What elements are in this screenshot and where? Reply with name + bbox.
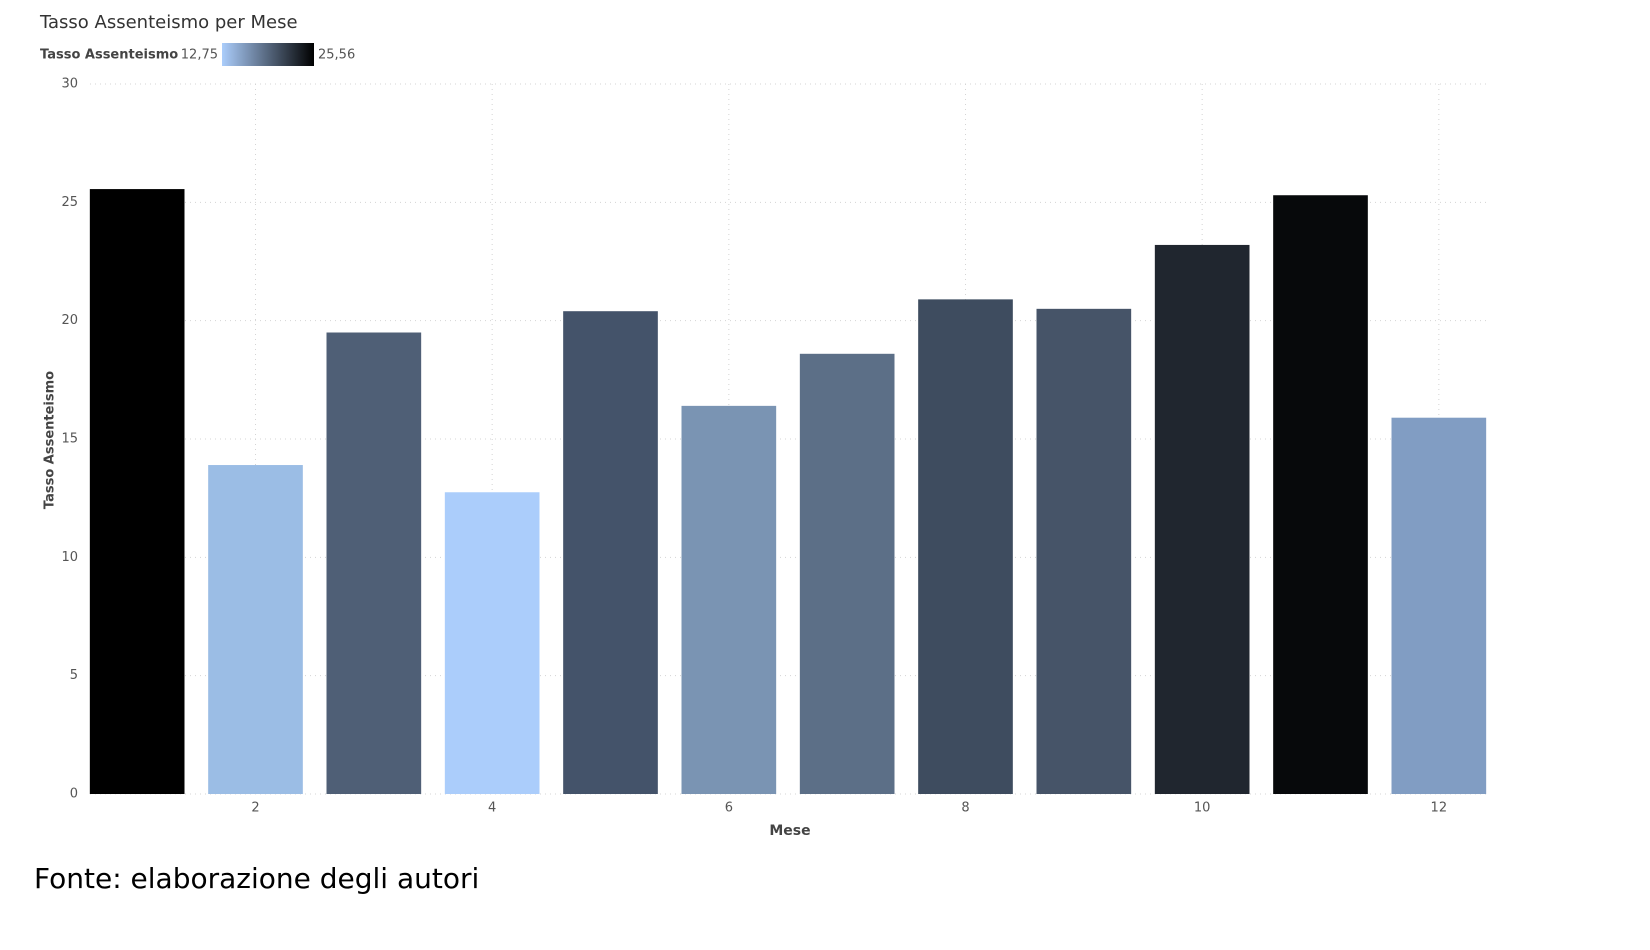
y-tick-label: 5 [70, 668, 78, 683]
bar [208, 465, 303, 794]
bar [444, 492, 540, 794]
y-tick-label: 20 [61, 313, 78, 328]
x-tick-label: 4 [488, 801, 496, 816]
bar [1036, 308, 1132, 794]
x-tick-label: 10 [1194, 801, 1211, 816]
chart-title: Tasso Assenteismo per Mese [39, 12, 298, 33]
y-tick-label: 10 [61, 550, 78, 565]
bar [563, 311, 658, 794]
y-tick-label: 30 [61, 77, 78, 92]
bar [1154, 244, 1250, 794]
bar [326, 332, 422, 794]
bar [1391, 417, 1487, 794]
y-tick-label: 15 [61, 432, 78, 447]
source-note: Fonte: elaborazione degli autori [34, 862, 479, 895]
x-tick-label: 8 [961, 801, 969, 816]
bar [1273, 195, 1368, 794]
legend-min: 12,75 [181, 48, 218, 63]
bar [918, 299, 1013, 794]
bar [799, 353, 895, 794]
legend-max: 25,56 [318, 48, 355, 63]
x-axis-label: Mese [769, 823, 810, 839]
x-tick-label: 12 [1431, 801, 1448, 816]
y-axis-label: Tasso Assenteismo [43, 371, 58, 509]
legend-gradient [222, 43, 314, 66]
x-tick-label: 2 [251, 801, 259, 816]
y-tick-label: 0 [70, 787, 78, 802]
y-tick-label: 25 [61, 195, 78, 210]
x-tick-label: 6 [725, 801, 733, 816]
bar [89, 189, 185, 794]
legend-title: Tasso Assenteismo [40, 48, 178, 63]
bar [681, 405, 777, 794]
